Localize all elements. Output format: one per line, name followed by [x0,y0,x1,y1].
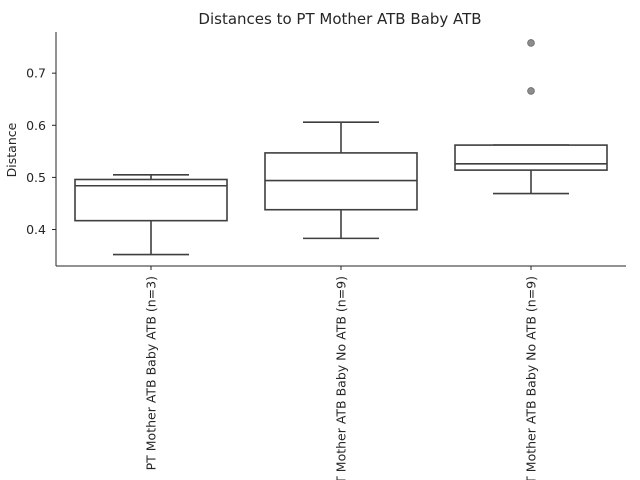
box-group [264,121,418,240]
outlier-point [527,87,535,95]
y-tick-label: 0.7 [26,66,46,81]
chart-title: Distances to PT Mother ATB Baby ATB [198,10,481,28]
y-axis-ticks: 0.4 0.5 0.6 0.7 [26,66,56,237]
box-group [74,173,228,256]
y-tick-label: 0.4 [26,222,46,237]
x-tick-label: PT Mother ATB Baby No ATB (n=9) [524,276,539,480]
x-tick-label: PT Mother ATB Baby No ATB (n=9) [334,276,349,480]
plot-area [74,39,608,256]
box-group [454,39,608,195]
x-axis-ticks: PT Mother ATB Baby ATB (n=3) PT Mother AT… [144,266,539,480]
outlier-point [527,39,535,47]
y-tick-label: 0.5 [26,170,46,185]
y-tick-label: 0.6 [26,118,46,133]
x-tick-label: PT Mother ATB Baby ATB (n=3) [144,276,159,470]
box-body [454,144,608,171]
y-axis-label: Distance [4,122,19,177]
